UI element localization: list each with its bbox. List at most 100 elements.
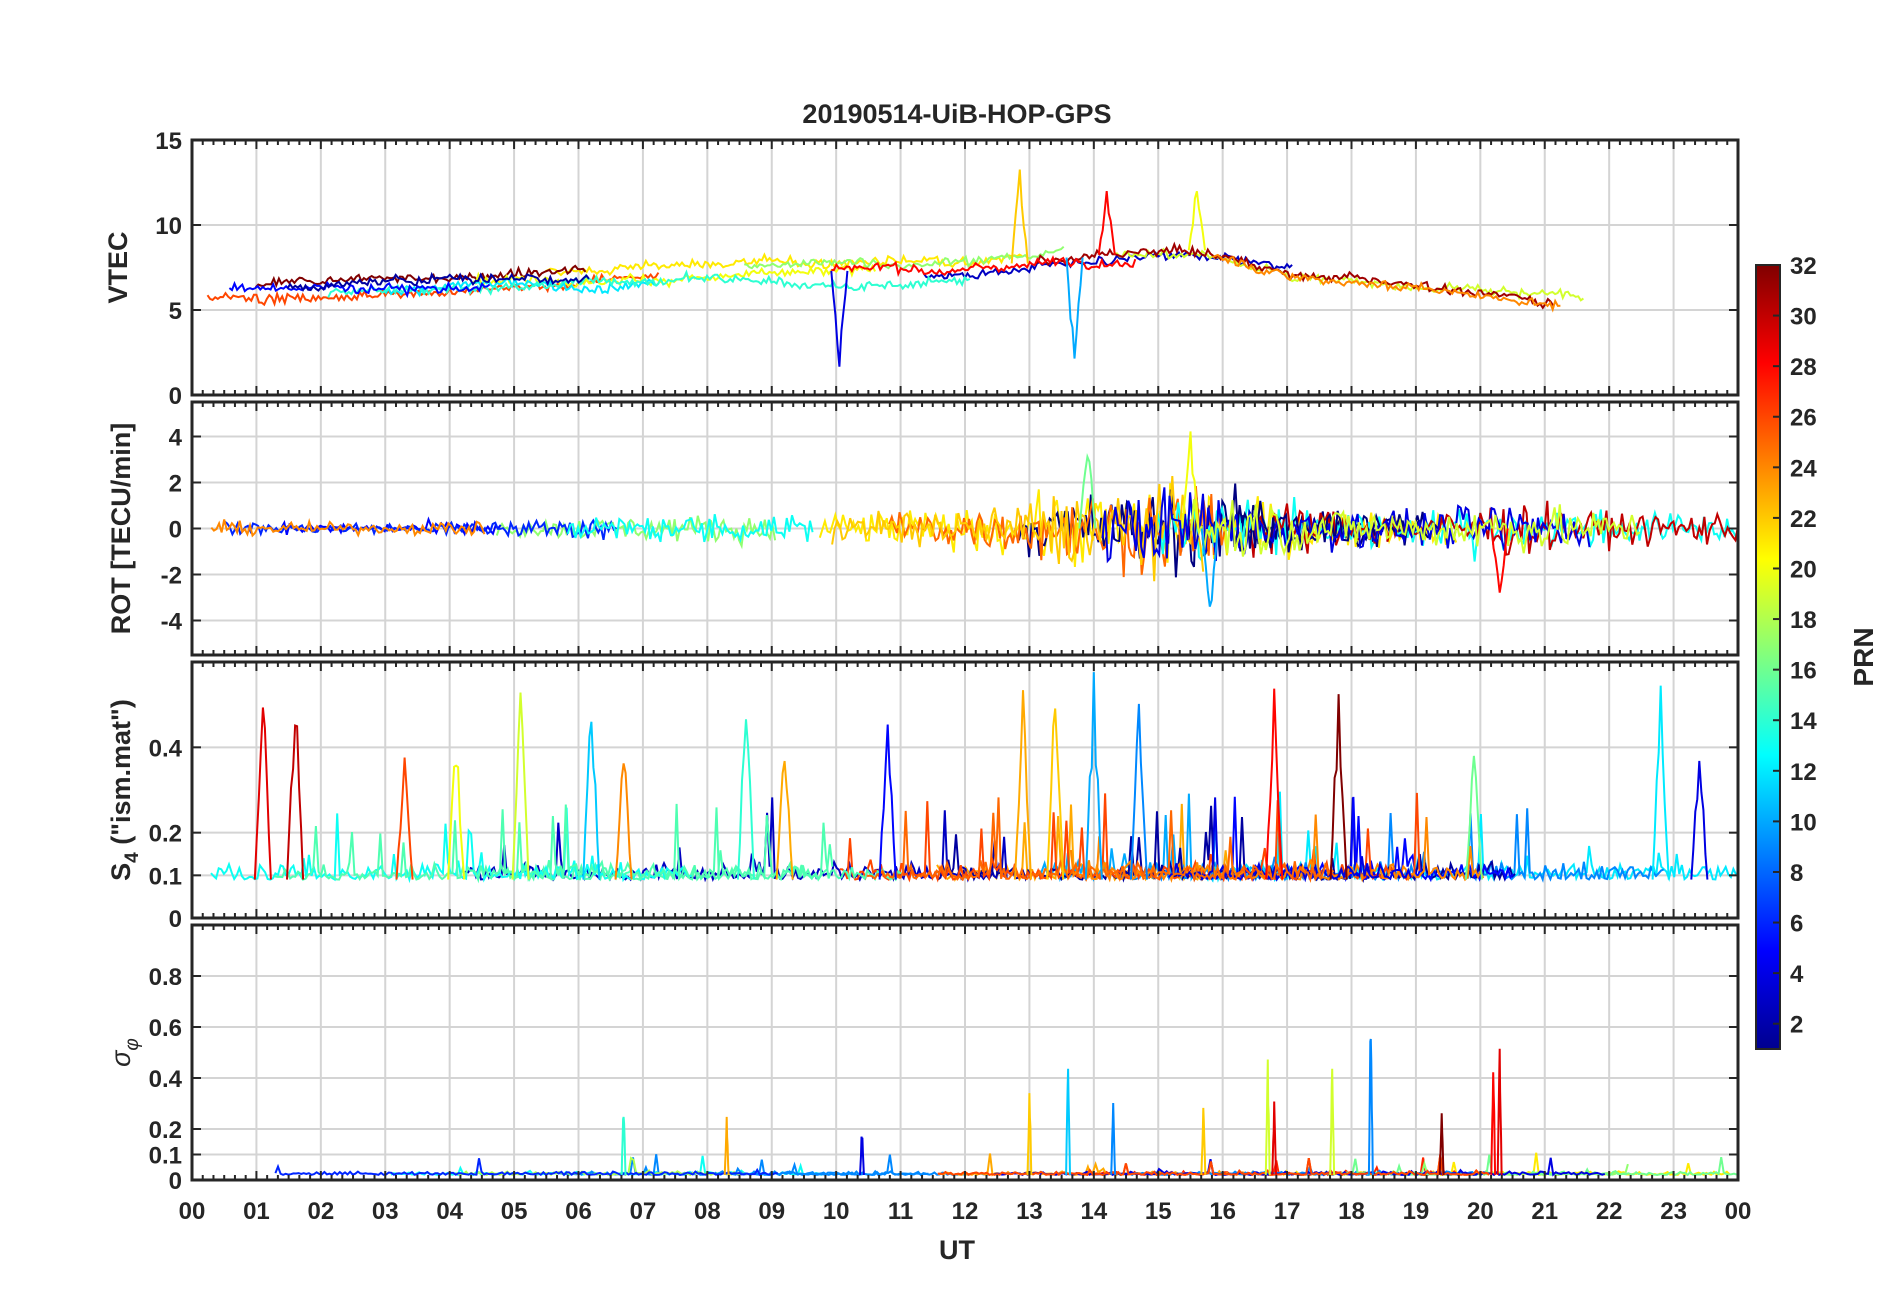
feature-mark (1690, 760, 1709, 880)
x-tick-label: 15 (1145, 1198, 1172, 1225)
x-tick-label: 12 (952, 1198, 979, 1225)
feature-mark (447, 764, 466, 880)
y-tick-label: 0.8 (149, 964, 182, 991)
y-tick-label: -2 (161, 563, 182, 590)
feature-mark (395, 757, 414, 880)
series-line (274, 803, 902, 884)
feature-mark (1129, 703, 1148, 880)
feature-mark (1329, 1068, 1336, 1175)
x-tick-label: 20 (1467, 1198, 1494, 1225)
colorbar-tick-label: 22 (1790, 506, 1817, 533)
y-tick-label: 0.2 (149, 1117, 182, 1144)
series-line (888, 486, 1231, 578)
y-tick-label: 5 (169, 298, 182, 325)
series-line (1190, 499, 1641, 557)
feature-mark (1651, 685, 1670, 880)
feature-mark (1010, 169, 1029, 264)
feature-mark (1065, 257, 1084, 359)
y-tick-label: 15 (155, 128, 182, 155)
y-axis-label: σφ (106, 1038, 143, 1067)
colorbar-tick-label: 10 (1790, 809, 1817, 836)
colorbar-tick-label: 6 (1790, 911, 1803, 938)
feature-mark (723, 1116, 730, 1175)
x-tick-label: 22 (1596, 1198, 1623, 1225)
colorbar-tick-label: 20 (1790, 556, 1817, 583)
series-line (1069, 814, 1485, 884)
colorbar-tick-label: 30 (1790, 304, 1817, 331)
series-group (206, 169, 1584, 367)
colorbar-tick-label: 14 (1790, 708, 1817, 735)
x-tick-label: 16 (1209, 1198, 1236, 1225)
colorbar-tick-label: 12 (1790, 759, 1817, 786)
colorbar-tick-label: 26 (1790, 405, 1817, 432)
x-tick-label: 10 (823, 1198, 850, 1225)
y-axis-label: ROT [TECU/min] (106, 423, 136, 634)
feature-mark (1200, 528, 1219, 607)
y-tick-label: 0 (169, 1168, 182, 1195)
feature-mark (582, 721, 601, 880)
colorbar-tick-label: 16 (1790, 658, 1817, 685)
y-tick-label: 2 (169, 471, 182, 498)
x-tick-label: 17 (1274, 1198, 1301, 1225)
x-tick-label: 07 (630, 1198, 657, 1225)
series-line (286, 271, 590, 293)
series-line (274, 1158, 779, 1177)
x-tick-label: 05 (501, 1198, 528, 1225)
x-tick-label: 00 (179, 1198, 206, 1225)
x-tick-label: 18 (1338, 1198, 1365, 1225)
feature-mark (1367, 1038, 1374, 1175)
feature-mark (859, 1136, 865, 1175)
panel-s4: 0 0.1 0.2 0.4S4 ("ism.mat") (106, 660, 1740, 933)
feature-mark (253, 707, 272, 880)
series-group (210, 672, 1737, 884)
x-tick-label: 02 (307, 1198, 334, 1225)
series-line (1038, 793, 1295, 883)
feature-mark (1065, 1068, 1071, 1175)
series-line (210, 517, 486, 538)
feature-mark (736, 719, 755, 880)
colorbar-tick-label: 8 (1790, 860, 1803, 887)
y-tick-label: 0.6 (149, 1015, 182, 1042)
colorbar-tick-label: 32 (1790, 253, 1817, 280)
feature-mark (1496, 1048, 1503, 1175)
x-tick-label: 21 (1531, 1198, 1558, 1225)
feature-mark (1464, 755, 1483, 880)
colorbar-gradient (1755, 264, 1781, 1050)
x-tick-label: 03 (372, 1198, 399, 1225)
feature-mark (1078, 453, 1097, 529)
feature-mark (1013, 690, 1032, 880)
feature-mark (1026, 1093, 1033, 1175)
panel-sigma_phi: 00.10.2 0.4 0.6 0.8 σφ (106, 923, 1740, 1195)
series-line (495, 515, 777, 550)
colorbar-label: PRN (1848, 627, 1879, 686)
feature-mark (1084, 672, 1103, 880)
feature-mark (620, 1116, 627, 1175)
series-group (210, 431, 1738, 607)
series-line (993, 1157, 1606, 1177)
feature-mark (1329, 694, 1348, 880)
feature-mark (1490, 528, 1509, 593)
y-tick-label: 0.4 (149, 735, 183, 762)
panel-rot: -4 -2 0 2 4 ROT [TECU/min] (106, 400, 1740, 657)
figure-title: 20190514-UiB-HOP-GPS (802, 99, 1111, 129)
x-tick-label: 13 (1016, 1198, 1043, 1225)
feature-mark (830, 270, 849, 367)
x-tick-label: 01 (243, 1198, 270, 1225)
y-axis-label: S4 ("ism.mat") (106, 699, 143, 881)
feature-mark (1490, 1072, 1497, 1175)
x-tick-label: 04 (436, 1198, 463, 1225)
colorbar-tick-label: 2 (1790, 1012, 1803, 1039)
y-tick-label: 0.1 (149, 863, 182, 890)
series-line (831, 255, 1137, 278)
feature-mark (1097, 191, 1116, 255)
feature-mark (878, 724, 897, 880)
feature-mark (511, 692, 530, 880)
y-tick-label: 0.2 (149, 821, 182, 848)
series-line (744, 245, 1065, 271)
feature-mark (1271, 1101, 1278, 1175)
feature-mark (1264, 1059, 1271, 1175)
x-tick-label: 09 (758, 1198, 785, 1225)
y-tick-label: 0.1 (149, 1143, 182, 1170)
